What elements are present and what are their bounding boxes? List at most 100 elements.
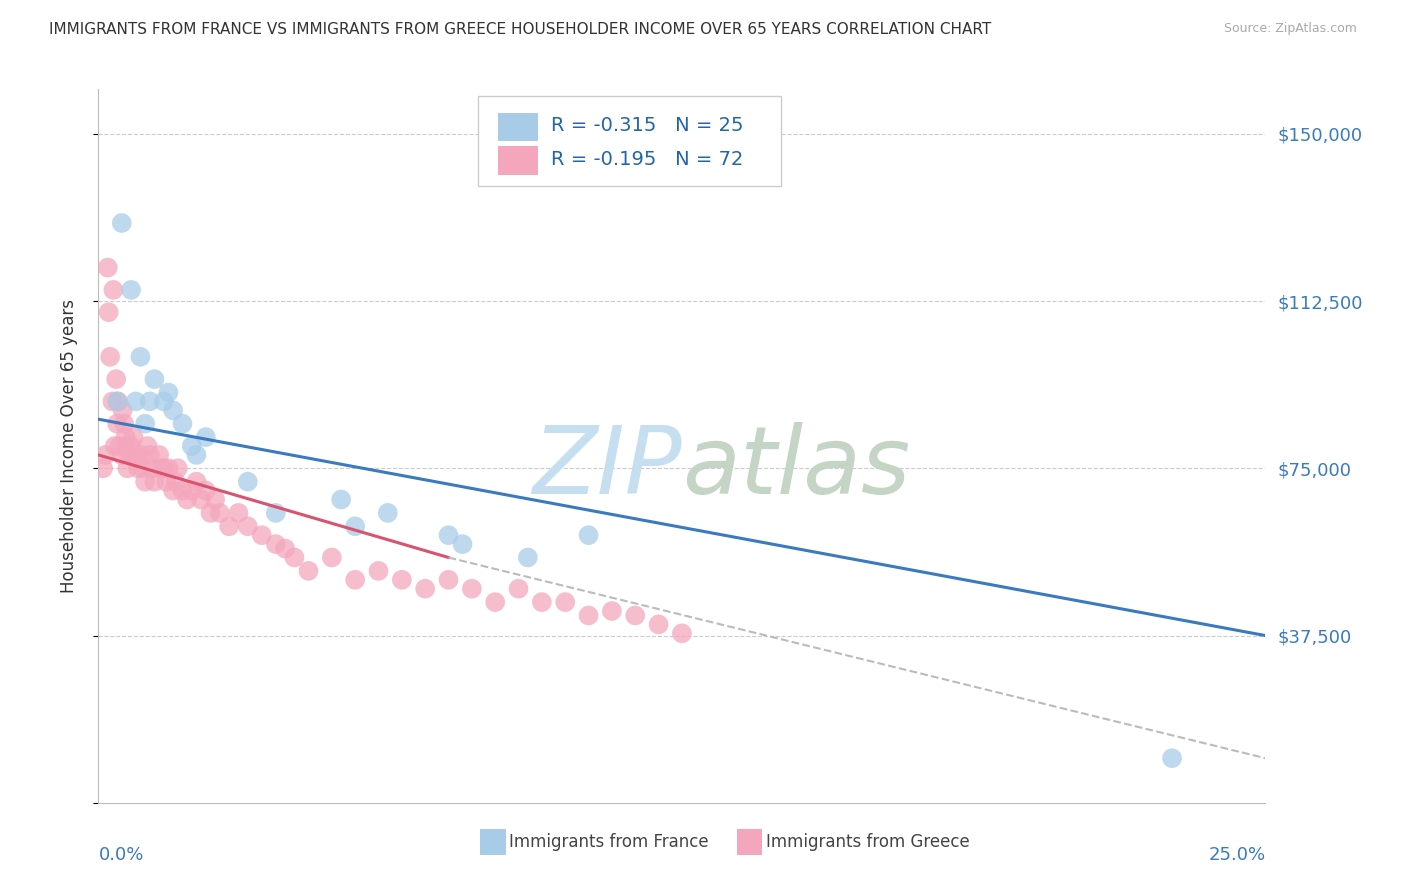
Point <box>461 582 484 596</box>
Point <box>413 582 436 596</box>
Point <box>162 483 184 498</box>
Point <box>139 448 162 462</box>
Point <box>129 350 152 364</box>
Point <box>264 537 287 551</box>
Point <box>97 260 120 275</box>
Point <box>437 528 460 542</box>
Point <box>120 439 142 453</box>
Point <box>391 573 413 587</box>
Point <box>117 461 139 475</box>
Point <box>101 394 124 409</box>
Point <box>186 475 208 489</box>
Point <box>578 608 600 623</box>
Point <box>108 439 131 453</box>
Point <box>143 372 166 386</box>
Point <box>624 608 647 623</box>
Point <box>143 475 166 489</box>
Text: R = -0.315   N = 25: R = -0.315 N = 25 <box>551 116 744 135</box>
Point <box>112 417 135 431</box>
Point <box>97 305 120 319</box>
Point <box>125 448 148 462</box>
Point <box>377 506 399 520</box>
Point <box>105 417 128 431</box>
Point <box>94 448 117 462</box>
Point <box>157 461 180 475</box>
Point <box>172 483 194 498</box>
Point <box>105 372 128 386</box>
Point <box>127 461 149 475</box>
Point <box>190 492 212 507</box>
Point <box>150 461 173 475</box>
Point <box>136 439 159 453</box>
Point <box>508 582 530 596</box>
Point <box>194 483 217 498</box>
Point <box>437 573 460 587</box>
Point <box>344 573 367 587</box>
Text: Source: ZipAtlas.com: Source: ZipAtlas.com <box>1223 22 1357 36</box>
Bar <box>737 830 762 855</box>
Point <box>283 550 305 565</box>
Text: IMMIGRANTS FROM FRANCE VS IMMIGRANTS FROM GREECE HOUSEHOLDER INCOME OVER 65 YEAR: IMMIGRANTS FROM FRANCE VS IMMIGRANTS FRO… <box>49 22 991 37</box>
Point <box>134 475 156 489</box>
Point <box>671 626 693 640</box>
Y-axis label: Householder Income Over 65 years: Householder Income Over 65 years <box>59 299 77 593</box>
Point <box>208 506 231 520</box>
Point <box>321 550 343 565</box>
Point <box>111 448 134 462</box>
Point <box>344 519 367 533</box>
Text: R = -0.195   N = 72: R = -0.195 N = 72 <box>551 150 744 169</box>
Bar <box>498 112 538 141</box>
Point <box>516 550 538 565</box>
Point <box>484 595 506 609</box>
Point <box>367 564 389 578</box>
Point <box>330 492 353 507</box>
Point <box>103 283 125 297</box>
Point <box>152 461 174 475</box>
Point <box>141 461 163 475</box>
Point <box>264 506 287 520</box>
Point <box>172 417 194 431</box>
Point <box>530 595 553 609</box>
Text: Immigrants from France: Immigrants from France <box>509 833 709 851</box>
Point <box>107 394 129 409</box>
Point <box>250 528 273 542</box>
Point <box>134 417 156 431</box>
Point <box>115 439 138 453</box>
Point <box>118 448 141 462</box>
Point <box>228 506 250 520</box>
Point <box>194 430 217 444</box>
Point <box>111 403 134 417</box>
Point <box>647 617 669 632</box>
Point <box>91 461 114 475</box>
Point <box>204 492 226 507</box>
Point <box>1161 751 1184 765</box>
Point <box>162 403 184 417</box>
Point <box>274 541 297 556</box>
FancyBboxPatch shape <box>478 96 782 186</box>
Point <box>600 604 623 618</box>
Point <box>157 385 180 400</box>
Point <box>152 394 174 409</box>
Point <box>139 394 162 409</box>
Text: ZIP: ZIP <box>533 422 682 513</box>
Point <box>129 448 152 462</box>
Point <box>166 461 188 475</box>
Point <box>98 350 121 364</box>
Point <box>165 475 187 489</box>
Point <box>578 528 600 542</box>
Text: Immigrants from Greece: Immigrants from Greece <box>766 833 970 851</box>
Point <box>120 283 142 297</box>
Point <box>111 216 134 230</box>
Point <box>554 595 576 609</box>
Point <box>186 448 208 462</box>
Point <box>180 439 202 453</box>
Point <box>104 439 127 453</box>
Point <box>180 483 202 498</box>
Point <box>125 394 148 409</box>
Point <box>297 564 319 578</box>
Point <box>155 475 177 489</box>
Text: 25.0%: 25.0% <box>1208 846 1265 863</box>
Point <box>114 430 136 444</box>
Bar <box>479 830 506 855</box>
Bar <box>498 146 538 175</box>
